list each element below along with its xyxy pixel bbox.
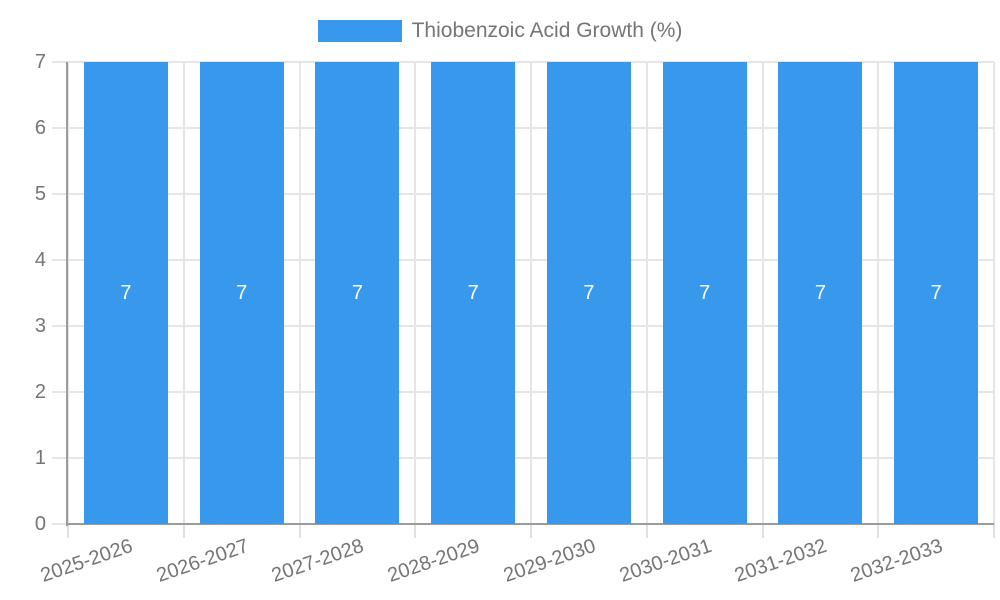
bar — [431, 62, 516, 524]
bar — [662, 62, 747, 524]
gridline-vertical — [645, 62, 648, 524]
gridline-horizontal — [52, 457, 994, 459]
bar-value-label: 7 — [699, 282, 711, 304]
bar-value-label: 7 — [583, 282, 595, 304]
x-axis-tick-mark — [530, 524, 532, 538]
bar — [894, 62, 979, 524]
x-axis-tick-mark — [414, 524, 417, 538]
gridline-vertical — [877, 62, 880, 524]
x-axis-tick-mark — [645, 524, 648, 538]
y-axis-tick-label: 0 — [34, 513, 46, 535]
gridline-vertical — [530, 62, 532, 524]
bar-value-label: 7 — [930, 282, 942, 304]
x-axis-tick-mark — [67, 524, 69, 538]
gridline-horizontal — [52, 325, 994, 327]
y-axis-tick-label: 6 — [34, 117, 46, 139]
gridline-horizontal — [52, 61, 994, 63]
bar-value-label: 7 — [814, 282, 826, 304]
y-axis-tick-label: 2 — [34, 381, 46, 403]
gridline-vertical — [298, 62, 301, 524]
gridline-horizontal — [52, 391, 994, 393]
gridline-vertical — [67, 62, 69, 524]
bar — [778, 62, 863, 524]
x-axis-tick-mark — [182, 524, 185, 538]
chart-legend: Thiobenzoic Acid Growth (%) — [0, 16, 1000, 46]
bar-value-label: 7 — [236, 282, 248, 304]
y-axis-tick-label: 5 — [34, 183, 46, 205]
gridline-vertical — [993, 62, 995, 524]
gridline-horizontal — [52, 193, 994, 195]
bar-value-label: 7 — [467, 282, 479, 304]
y-axis-line — [66, 62, 68, 526]
legend-label: Thiobenzoic Acid Growth (%) — [411, 19, 683, 42]
x-axis-line — [66, 523, 994, 525]
bar-value-label: 7 — [351, 282, 363, 304]
x-axis-tick-mark — [298, 524, 301, 538]
x-axis-tick-mark — [993, 524, 995, 538]
x-axis-tick-mark — [877, 524, 880, 538]
gridline-horizontal — [52, 259, 994, 261]
y-axis-tick-label: 3 — [34, 315, 46, 337]
y-axis-tick-label: 7 — [34, 51, 46, 73]
bar — [199, 62, 284, 524]
legend-swatch — [317, 20, 402, 42]
gridline-horizontal — [52, 127, 994, 129]
bar — [83, 62, 168, 524]
bar-value-label: 7 — [120, 282, 132, 304]
gridline-vertical — [182, 62, 185, 524]
gridline-vertical — [761, 62, 764, 524]
y-axis-tick-label: 1 — [34, 447, 46, 469]
y-axis-tick-label: 4 — [34, 249, 46, 271]
bar — [315, 62, 400, 524]
gridline-vertical — [414, 62, 417, 524]
bar — [546, 62, 631, 524]
x-axis-tick-mark — [761, 524, 764, 538]
